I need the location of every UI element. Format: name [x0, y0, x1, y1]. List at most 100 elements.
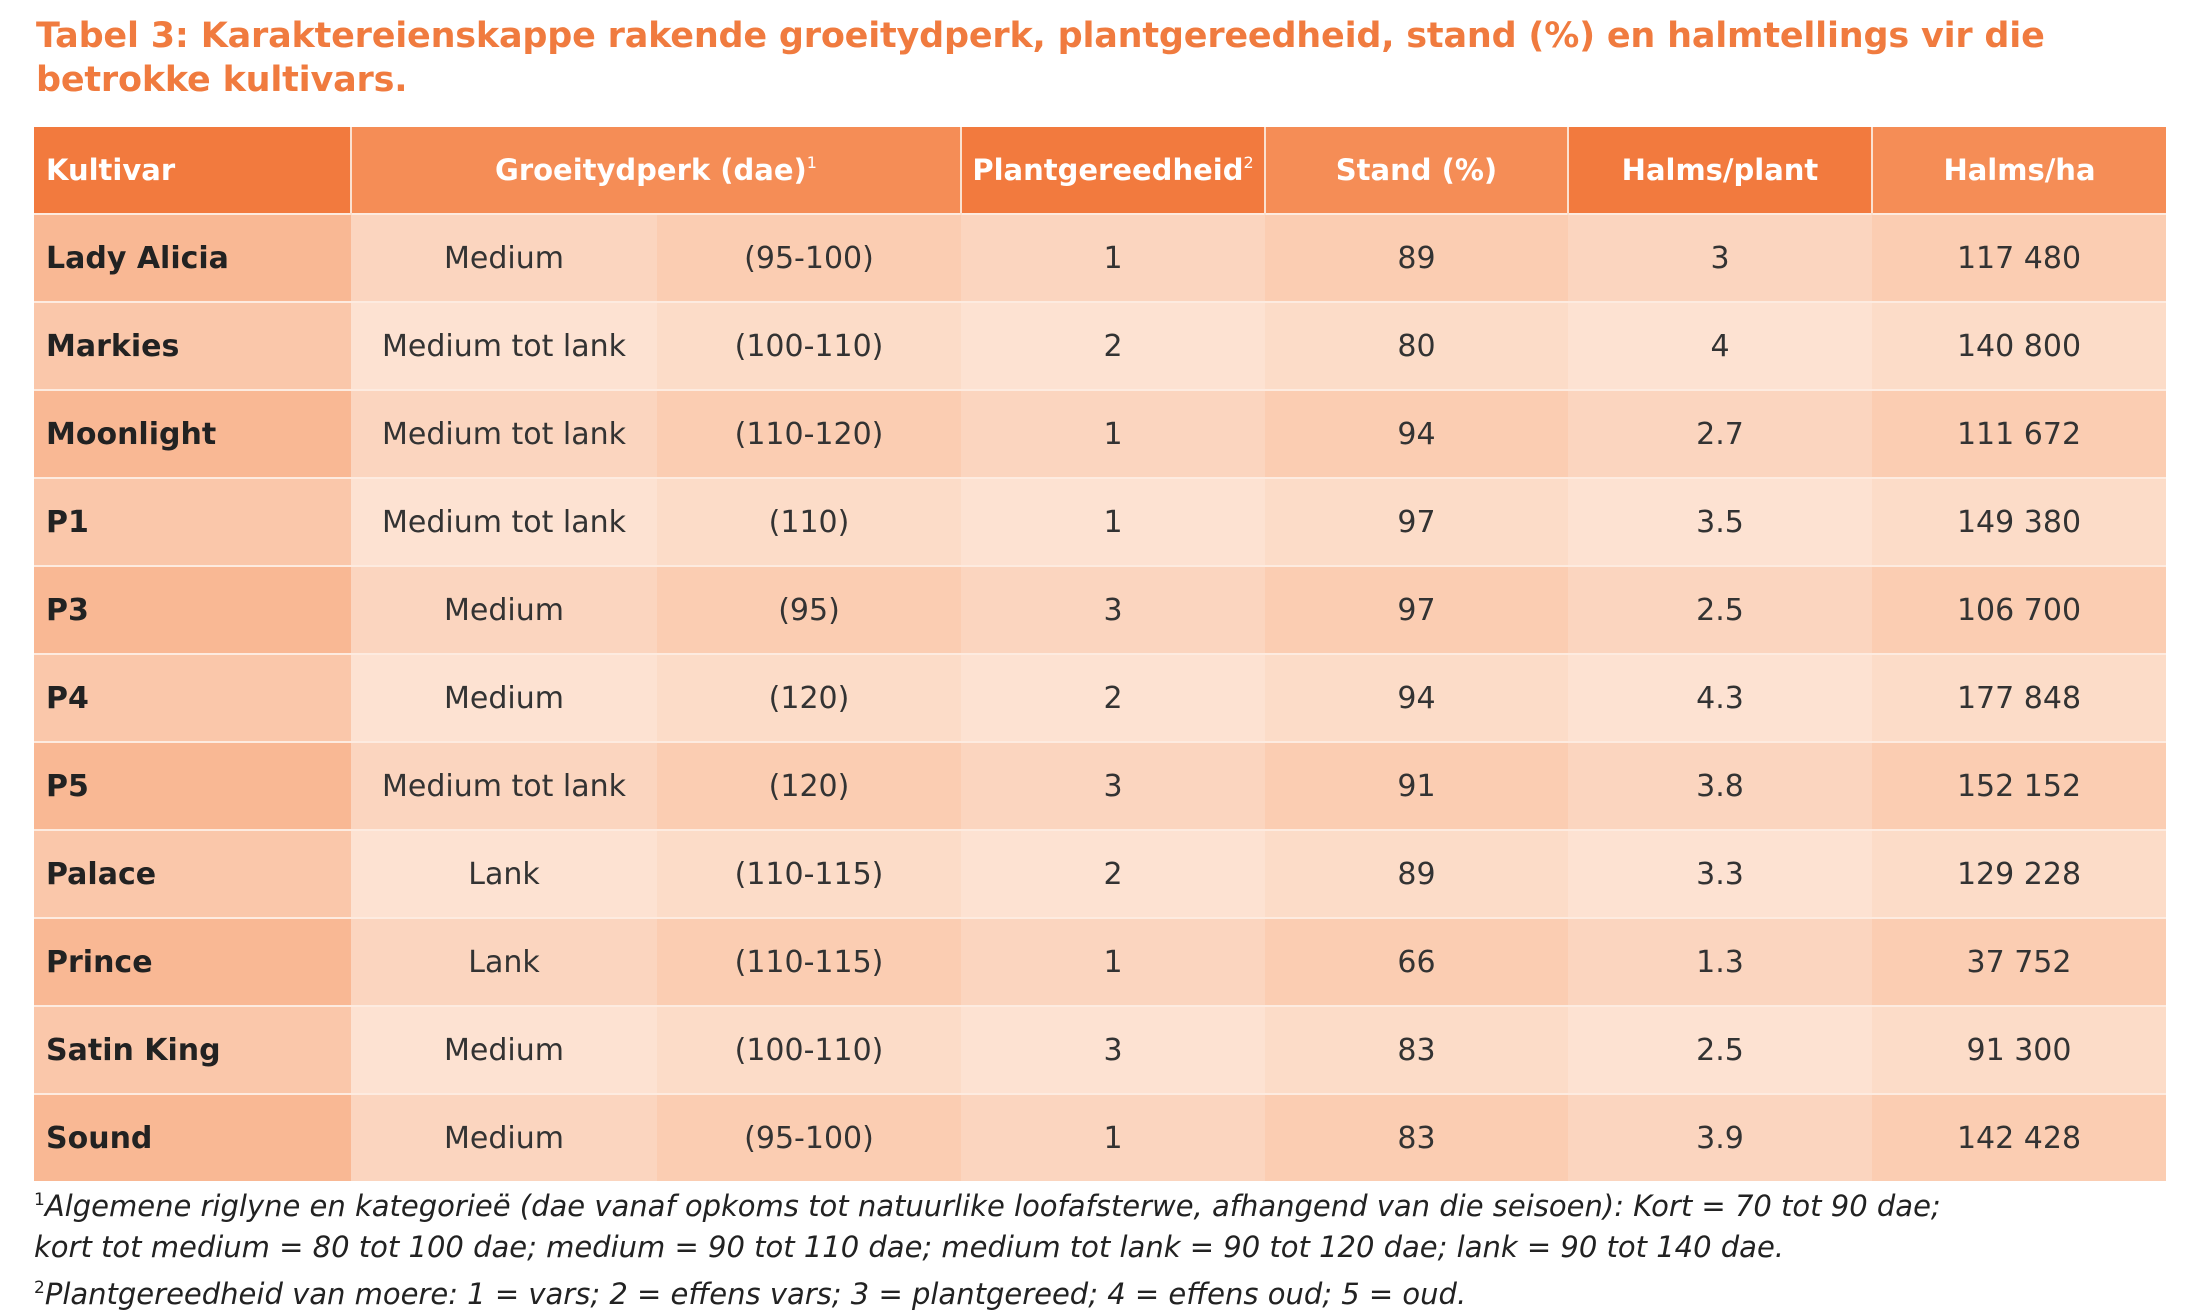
cell-halms-plant: 3.3 — [1568, 829, 1872, 918]
cell-kultivar: P1 — [34, 477, 351, 566]
cell-plantgereedheid: 2 — [961, 829, 1265, 918]
cell-kategorie: Medium tot lank — [351, 301, 657, 390]
cell-plantgereedheid: 1 — [961, 477, 1265, 566]
cell-dae: (110-120) — [657, 389, 961, 478]
cell-halms-plant: 1.3 — [1568, 917, 1872, 1006]
cell-halms-ha: 111 672 — [1872, 389, 2166, 478]
cell-stand: 94 — [1265, 389, 1568, 478]
table-row: Moonlight Medium tot lank (110-120) 1 94… — [34, 389, 2166, 478]
cell-plantgereedheid: 2 — [961, 301, 1265, 390]
cell-stand: 89 — [1265, 213, 1568, 302]
cell-kultivar: Satin King — [34, 1005, 351, 1094]
cell-stand: 80 — [1265, 301, 1568, 390]
cell-halms-plant: 3.5 — [1568, 477, 1872, 566]
table-body: Lady Alicia Medium (95-100) 1 89 3 117 4… — [34, 213, 2166, 1181]
cell-halms-ha: 149 380 — [1872, 477, 2166, 566]
cell-kultivar: Palace — [34, 829, 351, 918]
cell-kultivar: P5 — [34, 741, 351, 830]
table-row: P3 Medium (95) 3 97 2.5 106 700 — [34, 565, 2166, 654]
cell-kultivar: P3 — [34, 565, 351, 654]
cell-kategorie: Medium — [351, 1093, 657, 1181]
cell-halms-ha: 142 428 — [1872, 1093, 2166, 1181]
cell-plantgereedheid: 2 — [961, 653, 1265, 742]
cell-halms-plant: 2.7 — [1568, 389, 1872, 478]
cell-kategorie: Medium tot lank — [351, 389, 657, 478]
footnote-2-line-1: Plantgereedheid van moere: 1 = vars; 2 =… — [44, 1277, 1467, 1311]
cell-stand: 66 — [1265, 917, 1568, 1006]
cell-stand: 97 — [1265, 477, 1568, 566]
cell-stand: 83 — [1265, 1093, 1568, 1181]
table-row: P4 Medium (120) 2 94 4.3 177 848 — [34, 653, 2166, 742]
header-groeitydperk: Groeitydperk (dae)1 — [351, 127, 962, 214]
cell-halms-ha: 117 480 — [1872, 213, 2166, 302]
cell-halms-plant: 4 — [1568, 301, 1872, 390]
cell-halms-ha: 91 300 — [1872, 1005, 2166, 1094]
table-row: Lady Alicia Medium (95-100) 1 89 3 117 4… — [34, 213, 2166, 302]
header-plantgereedheid: Plantgereedheid2 — [961, 127, 1266, 214]
footnote-1-continued: kort tot medium = 80 tot 100 dae; medium… — [34, 1227, 2164, 1268]
cell-halms-ha: 129 228 — [1872, 829, 2166, 918]
cell-plantgereedheid: 1 — [961, 389, 1265, 478]
cell-kultivar: Prince — [34, 917, 351, 1006]
cell-kategorie: Medium tot lank — [351, 477, 657, 566]
cell-stand: 91 — [1265, 741, 1568, 830]
header-row: Kultivar Groeitydperk (dae)1 Plantgereed… — [34, 127, 2166, 214]
cell-dae: (95-100) — [657, 213, 961, 302]
cell-stand: 97 — [1265, 565, 1568, 654]
cell-kategorie: Lank — [351, 829, 657, 918]
table-row: Sound Medium (95-100) 1 83 3.9 142 428 — [34, 1093, 2166, 1181]
footnote-1: 1Algemene riglyne en kategorieë (dae van… — [34, 1180, 2164, 1227]
footnote-marker-1: 1 — [806, 153, 817, 172]
table-row: Markies Medium tot lank (100-110) 2 80 4… — [34, 301, 2166, 390]
table-row: Satin King Medium (100-110) 3 83 2.5 91 … — [34, 1005, 2166, 1094]
cell-halms-plant: 4.3 — [1568, 653, 1872, 742]
cell-kategorie: Medium tot lank — [351, 741, 657, 830]
cell-plantgereedheid: 3 — [961, 741, 1265, 830]
table-header: Kultivar Groeitydperk (dae)1 Plantgereed… — [34, 127, 2166, 214]
cell-halms-ha: 177 848 — [1872, 653, 2166, 742]
footnotes: 1Algemene riglyne en kategorieë (dae van… — [34, 1180, 2164, 1315]
cultivar-table: Kultivar Groeitydperk (dae)1 Plantgereed… — [34, 127, 2166, 1181]
header-kultivar: Kultivar — [34, 127, 352, 214]
cell-stand: 94 — [1265, 653, 1568, 742]
table-row: Prince Lank (110-115) 1 66 1.3 37 752 — [34, 917, 2166, 1006]
cell-plantgereedheid: 3 — [961, 565, 1265, 654]
cell-kultivar: Markies — [34, 301, 351, 390]
cell-kategorie: Lank — [351, 917, 657, 1006]
cell-halms-ha: 37 752 — [1872, 917, 2166, 1006]
cell-kategorie: Medium — [351, 565, 657, 654]
header-halms-ha: Halms/ha — [1872, 127, 2166, 214]
cell-halms-ha: 152 152 — [1872, 741, 2166, 830]
cell-stand: 83 — [1265, 1005, 1568, 1094]
cell-kategorie: Medium — [351, 213, 657, 302]
cell-halms-plant: 3 — [1568, 213, 1872, 302]
cell-halms-plant: 3.8 — [1568, 741, 1872, 830]
cell-halms-plant: 2.5 — [1568, 1005, 1872, 1094]
cell-dae: (120) — [657, 741, 961, 830]
footnote-2-marker: 2 — [34, 1278, 45, 1298]
cell-kategorie: Medium — [351, 653, 657, 742]
cell-plantgereedheid: 1 — [961, 917, 1265, 1006]
cell-halms-plant: 2.5 — [1568, 565, 1872, 654]
cell-dae: (100-110) — [657, 1005, 961, 1094]
cell-dae: (120) — [657, 653, 961, 742]
cell-plantgereedheid: 3 — [961, 1005, 1265, 1094]
footnote-marker-2: 2 — [1243, 153, 1254, 172]
cell-dae: (110-115) — [657, 829, 961, 918]
cell-halms-ha: 140 800 — [1872, 301, 2166, 390]
cell-kultivar: Sound — [34, 1093, 351, 1181]
cell-kultivar: Lady Alicia — [34, 213, 351, 302]
cell-dae: (110) — [657, 477, 961, 566]
cell-kultivar: Moonlight — [34, 389, 351, 478]
table-title: Tabel 3: Karaktereienskappe rakende groe… — [36, 16, 2045, 100]
cell-halms-plant: 3.9 — [1568, 1093, 1872, 1181]
cell-dae: (95) — [657, 565, 961, 654]
cell-dae: (110-115) — [657, 917, 961, 1006]
header-halms-plant: Halms/plant — [1568, 127, 1873, 214]
cell-dae: (100-110) — [657, 301, 961, 390]
cell-stand: 89 — [1265, 829, 1568, 918]
footnote-1-line-1: Algemene riglyne en kategorieë (dae vana… — [44, 1189, 1941, 1223]
footnote-2: 2Plantgereedheid van moere: 1 = vars; 2 … — [34, 1268, 2164, 1315]
cell-halms-ha: 106 700 — [1872, 565, 2166, 654]
table-row: P5 Medium tot lank (120) 3 91 3.8 152 15… — [34, 741, 2166, 830]
